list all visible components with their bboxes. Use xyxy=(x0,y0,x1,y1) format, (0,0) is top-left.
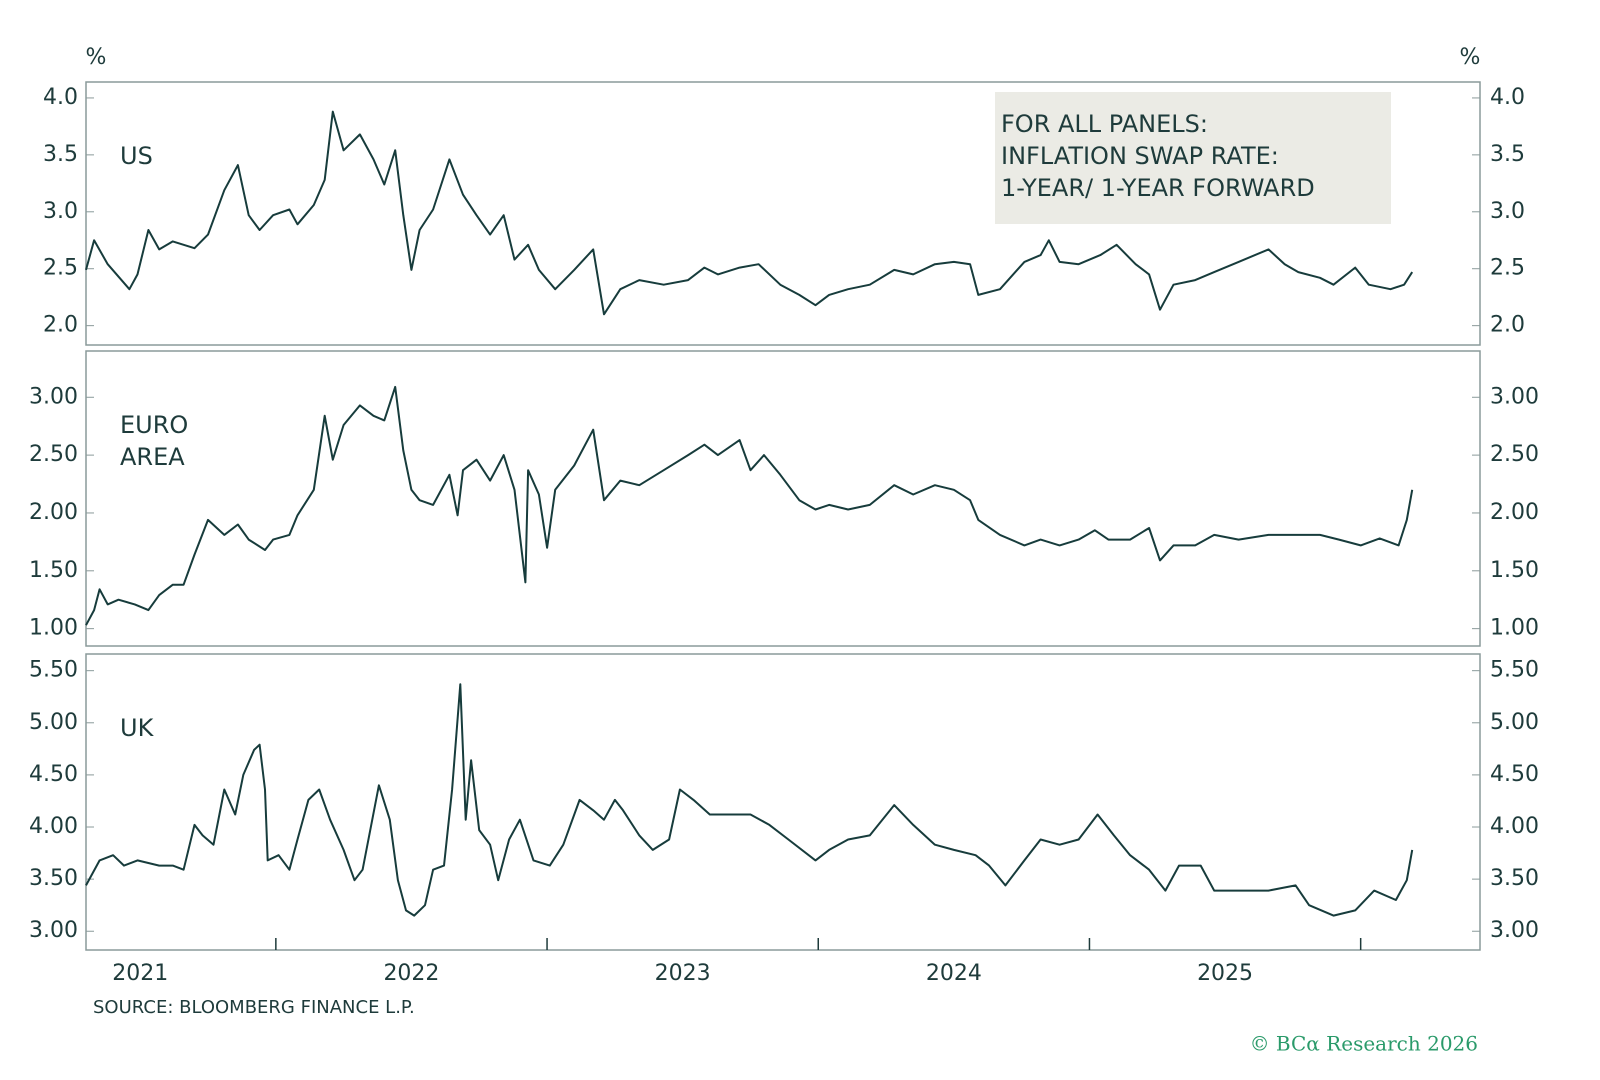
y2-tick-label: 1.00 xyxy=(1490,616,1539,641)
note-line: INFLATION SWAP RATE: xyxy=(1001,142,1279,170)
source: SOURCE: BLOOMBERG FINANCE L.P. xyxy=(93,997,415,1018)
y-tick-label: 4.50 xyxy=(29,762,78,787)
y-tick-label: 1.50 xyxy=(29,558,78,583)
y2-tick-label: 4.0 xyxy=(1490,85,1525,110)
panel-frame xyxy=(85,350,1481,647)
y2-tick-label: 5.00 xyxy=(1490,710,1539,735)
y-tick-label: 1.00 xyxy=(29,616,78,641)
y-tick-label: 2.00 xyxy=(29,500,78,525)
y-tick-label: 2.5 xyxy=(43,256,78,281)
panel-frame xyxy=(85,81,1481,346)
y2-tick-label: 3.00 xyxy=(1490,384,1539,409)
note-line: FOR ALL PANELS: xyxy=(1001,110,1208,138)
series-line xyxy=(85,683,1414,917)
series-line xyxy=(85,110,1414,316)
y2-tick-label: 5.50 xyxy=(1490,658,1539,683)
y-tick-label: 2.50 xyxy=(29,442,78,467)
note-line: 1-YEAR/ 1-YEAR FORWARD xyxy=(1001,174,1315,202)
series-line xyxy=(85,385,1414,626)
y-tick-label: 4.00 xyxy=(29,814,78,839)
copyright: © BCα Research 2026 xyxy=(1250,1032,1478,1056)
y2-tick-label: 2.00 xyxy=(1490,500,1539,525)
x-tick-label: 2024 xyxy=(926,961,982,986)
x-tick-label: 2022 xyxy=(383,961,439,986)
y-tick-label: 5.50 xyxy=(29,658,78,683)
y-tick-label: 3.00 xyxy=(29,384,78,409)
y2-tick-label: 3.5 xyxy=(1490,142,1525,167)
x-tick-label: 2023 xyxy=(655,961,711,986)
y2-tick-label: 3.50 xyxy=(1490,866,1539,891)
y2-tick-label: 1.50 xyxy=(1490,558,1539,583)
y2-tick-label: 3.00 xyxy=(1490,918,1539,943)
y2-tick-label: 2.0 xyxy=(1490,313,1525,338)
y-tick-label: 3.00 xyxy=(29,918,78,943)
y-tick-label: 3.5 xyxy=(43,142,78,167)
y-tick-label: 4.0 xyxy=(43,85,78,110)
y-tick-label: 3.0 xyxy=(43,199,78,224)
panel-title: US xyxy=(120,142,153,170)
y2-tick-label: 2.50 xyxy=(1490,442,1539,467)
x-tick-label: 2021 xyxy=(112,961,168,986)
y-tick-label: 3.50 xyxy=(29,866,78,891)
unit-right: % xyxy=(1460,45,1481,70)
y-tick-label: 5.00 xyxy=(29,710,78,735)
y-tick-label: 2.0 xyxy=(43,313,78,338)
panel-title: EURO AREA xyxy=(120,411,189,471)
y2-tick-label: 4.50 xyxy=(1490,762,1539,787)
panel-frame xyxy=(85,653,1481,951)
y2-tick-label: 4.00 xyxy=(1490,814,1539,839)
y2-tick-label: 2.5 xyxy=(1490,256,1525,281)
x-tick-label: 2025 xyxy=(1197,961,1253,986)
panel-title: UK xyxy=(120,714,154,742)
unit-left: % xyxy=(86,45,107,70)
y2-tick-label: 3.0 xyxy=(1490,199,1525,224)
note-box xyxy=(995,92,1391,224)
